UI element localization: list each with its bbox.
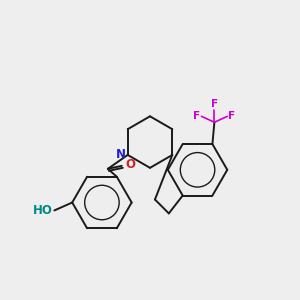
Text: F: F (228, 111, 236, 121)
Text: F: F (211, 99, 218, 110)
Text: HO: HO (32, 204, 52, 217)
Text: N: N (116, 148, 126, 161)
Text: O: O (126, 158, 136, 171)
Text: F: F (194, 111, 200, 121)
